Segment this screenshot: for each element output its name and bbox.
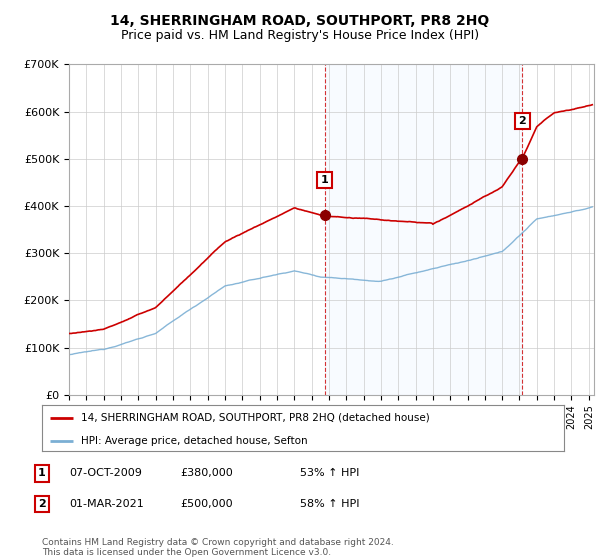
Text: 1: 1 (320, 175, 328, 185)
Text: Price paid vs. HM Land Registry's House Price Index (HPI): Price paid vs. HM Land Registry's House … (121, 29, 479, 42)
Text: HPI: Average price, detached house, Sefton: HPI: Average price, detached house, Seft… (81, 436, 308, 446)
Text: Contains HM Land Registry data © Crown copyright and database right 2024.
This d: Contains HM Land Registry data © Crown c… (42, 538, 394, 557)
Text: 2: 2 (518, 116, 526, 126)
Bar (325, 64, 523, 395)
Text: 14, SHERRINGHAM ROAD, SOUTHPORT, PR8 2HQ: 14, SHERRINGHAM ROAD, SOUTHPORT, PR8 2HQ (110, 14, 490, 28)
Text: 2: 2 (38, 499, 46, 509)
Text: 14, SHERRINGHAM ROAD, SOUTHPORT, PR8 2HQ (detached house): 14, SHERRINGHAM ROAD, SOUTHPORT, PR8 2HQ… (81, 413, 430, 423)
Text: 07-OCT-2009: 07-OCT-2009 (69, 468, 142, 478)
Text: 58% ↑ HPI: 58% ↑ HPI (300, 499, 359, 509)
Text: 1: 1 (38, 468, 46, 478)
Text: 01-MAR-2021: 01-MAR-2021 (69, 499, 144, 509)
Text: £380,000: £380,000 (180, 468, 233, 478)
Text: £500,000: £500,000 (180, 499, 233, 509)
Text: 53% ↑ HPI: 53% ↑ HPI (300, 468, 359, 478)
